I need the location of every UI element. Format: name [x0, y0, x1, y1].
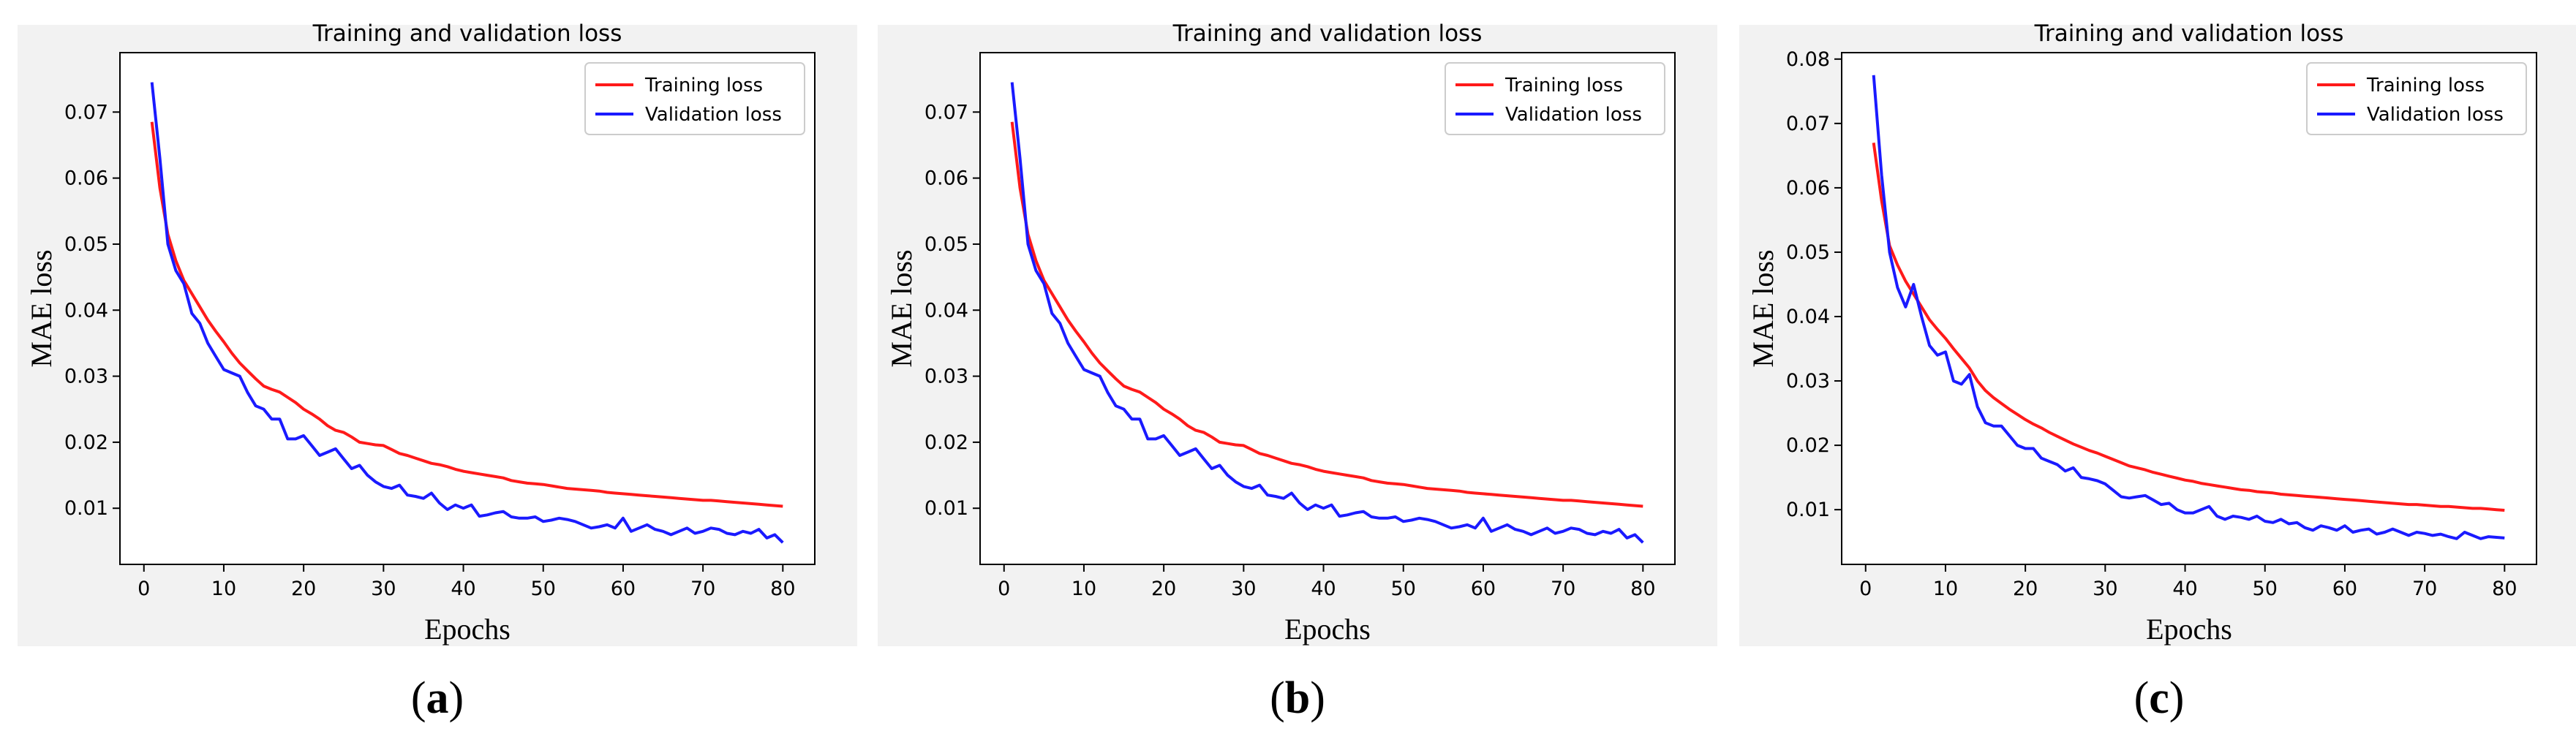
x-tick-label: 10 [211, 578, 236, 600]
training-loss-line [150, 121, 783, 508]
x-axis-label: Epochs [2146, 613, 2232, 646]
x-tick-label: 10 [1933, 578, 1958, 600]
y-tick-label: 0.05 [1786, 241, 1830, 264]
line-chart-a: 0 10 20 30 40 50 60 70 80 0.01 0.02 0.03 0.04 0.05 0.0… [25, 20, 816, 646]
x-tick-label: 20 [1151, 578, 1176, 600]
y-axis-label: MAE loss [25, 249, 58, 367]
y-tick-label: 0.03 [1786, 370, 1830, 393]
validation-loss-line [1872, 75, 2505, 540]
plot-area [1842, 53, 2537, 564]
y-axis-label: MAE loss [1747, 249, 1780, 367]
y-tick-label: 0.02 [64, 431, 108, 454]
plot-frame [979, 52, 1676, 565]
x-tick-label: 10 [1072, 578, 1096, 600]
x-tick-label: 50 [2253, 578, 2278, 600]
x-tick-label: 60 [2332, 578, 2357, 600]
y-tick-label: 0.04 [924, 299, 968, 322]
y-tick-label: 0.05 [924, 233, 968, 256]
y-tick-label: 0.06 [924, 167, 968, 190]
x-tick-label: 0 [1859, 578, 1872, 600]
y-tick-label: 0.02 [1786, 434, 1830, 457]
y-tick-label: 0.07 [1786, 113, 1830, 135]
x-tick-label: 70 [690, 578, 715, 600]
chart-title: Training and validation loss [2034, 20, 2344, 47]
line-chart-b: 0 10 20 30 40 50 60 70 80 0.01 0.02 0.03 0.04 0.05 0.0… [885, 20, 1676, 646]
x-tick-label: 20 [2013, 578, 2038, 600]
x-axis-label: Epochs [424, 613, 511, 646]
y-tick-label: 0.04 [1786, 306, 1830, 328]
x-tick-label: 0 [998, 578, 1010, 600]
x-tick-label: 50 [1391, 578, 1416, 600]
legend-validation-label: Validation loss [645, 104, 782, 126]
legend-validation-label: Validation loss [1505, 104, 1642, 126]
y-tick-label: 0.06 [64, 167, 108, 190]
validation-loss-line [150, 82, 784, 544]
y-tick-label: 0.03 [64, 366, 108, 388]
x-tick-label: 60 [1471, 578, 1496, 600]
y-tick-label: 0.08 [1786, 48, 1830, 71]
y-tick-label: 0.01 [1786, 499, 1830, 521]
y-axis-label: MAE loss [885, 249, 918, 367]
x-tick-label: 80 [1630, 578, 1655, 600]
y-tick-label: 0.03 [924, 366, 968, 388]
y-tick-label: 0.02 [924, 431, 968, 454]
legend-training-label: Training loss [1504, 75, 1623, 97]
y-tick-label: 0.01 [64, 497, 108, 520]
legend-box [2306, 62, 2527, 135]
x-tick-label: 40 [1311, 578, 1336, 600]
y-tick-label: 0.07 [64, 101, 108, 124]
caption-b: (b) [1270, 673, 1325, 723]
plot-frame [1841, 52, 2537, 565]
x-tick-label: 50 [531, 578, 556, 600]
legend-box [584, 62, 805, 135]
caption-c: (c) [2134, 673, 2185, 723]
x-tick-label: 30 [1231, 578, 1256, 600]
legend-box [1445, 62, 1665, 135]
legend-training-label: Training loss [644, 75, 763, 97]
x-tick-label: 80 [2492, 578, 2517, 600]
y-tick-label: 0.04 [64, 299, 108, 322]
x-tick-label: 40 [2172, 578, 2197, 600]
x-tick-label: 70 [2412, 578, 2437, 600]
x-tick-label: 70 [1551, 578, 1575, 600]
line-chart-c: 0 10 20 30 40 50 60 70 80 0.01 0.02 0.03 0.04 0.05 0.0… [1747, 20, 2537, 646]
x-tick-label: 30 [2093, 578, 2117, 600]
x-tick-label: 40 [451, 578, 475, 600]
x-tick-label: 20 [291, 578, 316, 600]
chart-title: Training and validation loss [1172, 20, 1483, 47]
x-tick-label: 80 [770, 578, 795, 600]
y-tick-label: 0.07 [924, 101, 968, 124]
legend-validation-label: Validation loss [2367, 104, 2504, 126]
x-tick-label: 0 [138, 578, 150, 600]
x-tick-label: 60 [611, 578, 636, 600]
chart-title: Training and validation loss [312, 20, 622, 47]
validation-loss-line [1010, 82, 1644, 544]
plot-area [120, 53, 815, 564]
training-loss-line [1872, 143, 2505, 512]
legend-training-label: Training loss [2366, 75, 2485, 97]
plot-area [980, 53, 1675, 564]
plot-frame [119, 52, 816, 565]
y-tick-label: 0.05 [64, 233, 108, 256]
y-tick-label: 0.06 [1786, 177, 1830, 200]
x-axis-label: Epochs [1284, 613, 1371, 646]
x-tick-label: 30 [371, 578, 396, 600]
caption-a: (a) [410, 673, 464, 723]
training-loss-line [1010, 121, 1643, 508]
y-tick-label: 0.01 [924, 497, 968, 520]
